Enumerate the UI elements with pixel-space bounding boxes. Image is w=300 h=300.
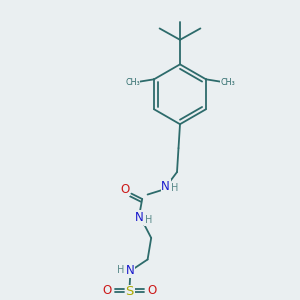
Text: CH₃: CH₃ bbox=[220, 78, 235, 87]
Text: O: O bbox=[148, 284, 157, 297]
Text: CH₃: CH₃ bbox=[125, 78, 140, 87]
Text: N: N bbox=[126, 264, 135, 277]
Text: H: H bbox=[145, 215, 152, 225]
Text: H: H bbox=[171, 183, 178, 193]
Text: N: N bbox=[161, 180, 170, 193]
Text: O: O bbox=[120, 183, 129, 196]
Text: H: H bbox=[117, 265, 124, 275]
Text: S: S bbox=[125, 285, 134, 298]
Text: N: N bbox=[135, 211, 144, 224]
Text: O: O bbox=[103, 284, 112, 297]
